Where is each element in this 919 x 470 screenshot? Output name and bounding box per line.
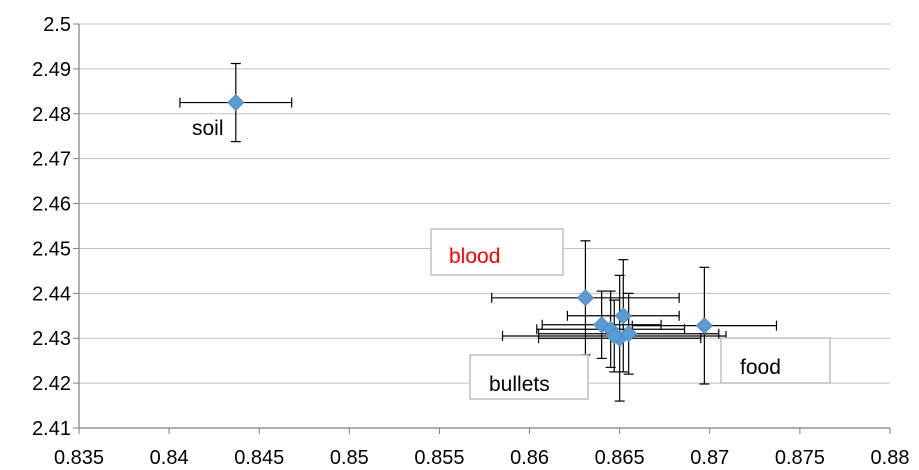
annotation-food-text: food [740, 356, 781, 379]
y-tick-label: 2.46 [32, 194, 71, 216]
annotation-blood-text: blood [449, 245, 500, 268]
y-tick-label: 2.44 [32, 283, 71, 305]
annotation-bullets-text: bullets [489, 373, 550, 396]
y-tick-labels: 2.41 2.42 2.43 2.44 2.45 2.46 2.47 2.48 2.49 2.5 [32, 14, 71, 440]
x-tick-label: 0.88 [871, 447, 910, 469]
annotation-blood: blood [430, 228, 564, 276]
error-bars [179, 62, 778, 402]
annotation-bullets-box [469, 354, 589, 400]
x-tick-label: 0.84 [150, 447, 189, 469]
y-tick-label: 2.41 [32, 418, 71, 440]
data-point-diamond [614, 307, 632, 325]
data-point-diamond [605, 327, 623, 345]
x-tick-label: 0.87 [690, 447, 729, 469]
annotation-blood-box [430, 228, 564, 276]
data-point-diamond [576, 289, 594, 307]
y-tick-label: 2.48 [32, 104, 71, 126]
y-tick-label: 2.45 [32, 238, 71, 260]
x-tick-label: 0.835 [54, 447, 104, 469]
annotation-food-box [720, 337, 831, 384]
data-points [227, 93, 713, 347]
y-tick-label: 2.47 [32, 149, 71, 171]
annotation-food: food [720, 337, 831, 384]
annotation-bullets: bullets [469, 354, 589, 400]
x-tick-labels: 0.835 0.84 0.845 0.85 0.855 0.86 0.865 0.87 0.87… [54, 447, 910, 469]
y-tick-label: 2.42 [32, 373, 71, 395]
y-tick-label: 2.43 [32, 328, 71, 350]
annotation-soil-text: soil [192, 117, 224, 140]
annotation-soil: soil [192, 117, 224, 140]
x-tick-label: 0.85 [330, 447, 369, 469]
x-tick-label: 0.875 [775, 447, 825, 469]
data-point-diamond [227, 93, 245, 112]
x-tick-label: 0.86 [510, 447, 549, 469]
y-tick-label: 2.5 [43, 14, 71, 36]
y-tick-label: 2.49 [32, 59, 71, 81]
axes [73, 23, 891, 434]
gridlines [79, 23, 890, 384]
x-tick-label: 0.845 [234, 447, 284, 469]
x-tick-label: 0.865 [595, 447, 645, 469]
data-point-diamond [620, 325, 638, 343]
data-point-diamond [695, 317, 713, 335]
x-tick-label: 0.855 [414, 447, 464, 469]
